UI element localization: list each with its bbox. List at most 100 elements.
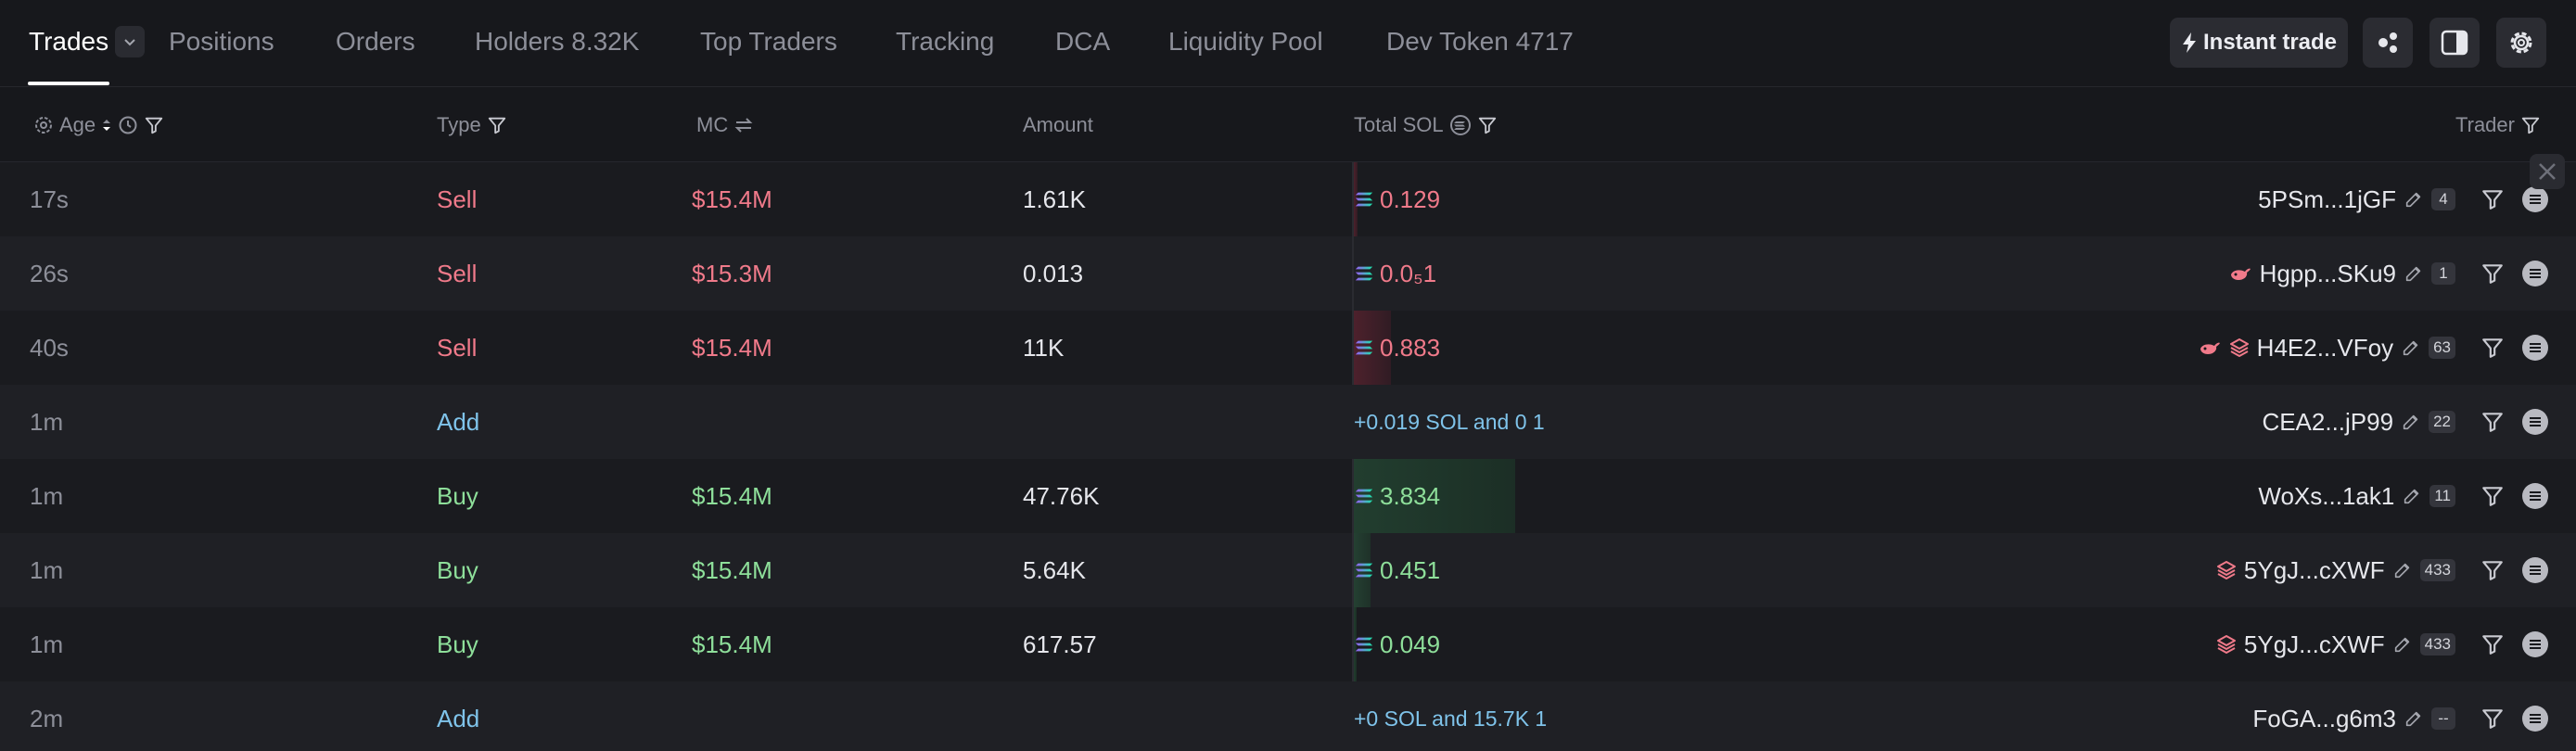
column-age-label: Age: [59, 113, 96, 136]
trader-address[interactable]: WoXs...1ak1: [2258, 481, 2395, 510]
trader-address[interactable]: FoGA...g6m3: [2252, 704, 2396, 732]
tab-positions[interactable]: Positions: [169, 27, 274, 56]
menu-icon[interactable]: [2522, 706, 2548, 732]
volume-bar: [1354, 607, 1357, 681]
filter-icon[interactable]: [144, 115, 164, 135]
instant-trade-button[interactable]: Instant trade: [2170, 18, 2348, 68]
age-cell: 17s: [30, 185, 69, 213]
menu-icon[interactable]: [2522, 186, 2548, 212]
filter-icon[interactable]: [2480, 706, 2505, 731]
solana-icon: [1354, 561, 1374, 579]
total-sol-cell: 0.0₅1: [1354, 236, 1436, 311]
table-row[interactable]: 40s Sell $15.4M 11K 0.883 H4E2...VFoy 63: [0, 311, 2576, 385]
table-row[interactable]: 17s Sell $15.4M 1.61K 0.129 5PSm...1jGF …: [0, 162, 2576, 236]
amount-cell: 0.013: [1023, 259, 1084, 287]
filter-icon[interactable]: [2480, 484, 2505, 508]
menu-icon[interactable]: [2522, 483, 2548, 509]
total-sol-value: 0.451: [1380, 555, 1441, 584]
edit-icon[interactable]: [2404, 708, 2424, 729]
total-sol-value: 0.049: [1380, 630, 1441, 658]
column-divider: [1352, 236, 1354, 311]
trade-count-badge: 63: [2429, 337, 2455, 359]
menu-icon[interactable]: [2522, 261, 2548, 286]
whale-icon: [2228, 263, 2252, 284]
type-cell: Buy: [437, 481, 478, 510]
menu-icon[interactable]: [2522, 335, 2548, 361]
filter-icon[interactable]: [2480, 558, 2505, 582]
table-row[interactable]: 1m Buy $15.4M 617.57 0.049 5YgJ...cXWF 4…: [0, 607, 2576, 681]
tab-trades[interactable]: Trades: [29, 27, 109, 56]
solana-icon: [1354, 264, 1374, 283]
edit-icon[interactable]: [2404, 263, 2424, 284]
age-cell: 1m: [30, 481, 64, 510]
tab-dca[interactable]: DCA: [1055, 27, 1111, 56]
clock-icon[interactable]: [118, 115, 138, 135]
filter-icon[interactable]: [487, 115, 507, 135]
layers-icon: [2216, 634, 2237, 655]
tab-top-traders[interactable]: Top Traders: [700, 27, 837, 56]
filter-icon[interactable]: [2520, 115, 2541, 135]
edit-icon[interactable]: [2392, 634, 2413, 655]
swap-icon[interactable]: [733, 115, 754, 135]
trader-cell: FoGA...g6m3 --: [2252, 681, 2455, 751]
edit-icon[interactable]: [2392, 560, 2413, 580]
column-mc-label: MC: [696, 113, 729, 136]
age-cell: 26s: [30, 259, 69, 287]
table-row[interactable]: 1m Buy $15.4M 47.76K 3.834 WoXs...1ak1 1…: [0, 459, 2576, 533]
tab-liquidity-pool[interactable]: Liquidity Pool: [1168, 27, 1323, 56]
trader-address[interactable]: H4E2...VFoy: [2256, 333, 2394, 362]
trade-count-badge: --: [2431, 707, 2455, 730]
filter-icon[interactable]: [2480, 632, 2505, 656]
settings-button[interactable]: [2496, 18, 2546, 68]
gear-icon[interactable]: [33, 115, 54, 135]
table-row[interactable]: 2m Add +0 SOL and 15.7K 1 FoGA...g6m3 --: [0, 681, 2576, 751]
column-mc: MC: [696, 88, 754, 162]
tab-holders[interactable]: Holders 8.32K: [475, 27, 640, 56]
total-sol-value: 0.0₅1: [1380, 259, 1437, 287]
tab-tracking[interactable]: Tracking: [896, 27, 995, 56]
trader-address[interactable]: Hgpp...SKu9: [2259, 259, 2396, 287]
trader-address[interactable]: CEA2...jP99: [2262, 407, 2394, 436]
table-row[interactable]: 1m Add +0.019 SOL and 0 1 CEA2...jP99 22: [0, 385, 2576, 459]
share-button[interactable]: [2363, 18, 2413, 68]
currency-toggle-icon[interactable]: [1449, 114, 1472, 136]
trade-count-badge: 433: [2419, 633, 2455, 656]
menu-icon[interactable]: [2522, 409, 2548, 435]
edit-icon[interactable]: [2401, 412, 2421, 432]
menu-icon[interactable]: [2522, 557, 2548, 583]
tab-dev-token[interactable]: Dev Token 4717: [1386, 27, 1574, 56]
table-row[interactable]: 1m Buy $15.4M 5.64K 0.451 5YgJ...cXWF 43…: [0, 533, 2576, 607]
x-icon[interactable]: [2530, 154, 2565, 189]
tab-trades-dropdown[interactable]: [115, 26, 145, 57]
filter-icon[interactable]: [1477, 115, 1498, 135]
volume-bar: [1354, 162, 1358, 236]
total-sol-value: 0.883: [1380, 333, 1441, 362]
tab-bar: Trades Positions Orders Holders 8.32K To…: [0, 0, 2576, 87]
panel-icon: [2441, 30, 2468, 56]
total-sol-cell: 0.129: [1354, 162, 1440, 236]
total-sol-cell: 3.834: [1354, 459, 1440, 533]
filter-icon[interactable]: [2480, 410, 2505, 434]
toggle-panel-button[interactable]: [2429, 18, 2480, 68]
mc-cell: $15.3M: [692, 259, 772, 287]
table-row[interactable]: 26s Sell $15.3M 0.013 0.0₅1 Hgpp...SKu9 …: [0, 236, 2576, 311]
trader-address[interactable]: 5YgJ...cXWF: [2243, 555, 2385, 584]
total-sol-value: 0.129: [1380, 185, 1441, 213]
total-sol-cell: +0 SOL and 15.7K 1: [1354, 706, 1548, 731]
filter-icon[interactable]: [2480, 187, 2505, 211]
trader-address[interactable]: 5YgJ...cXWF: [2243, 630, 2385, 658]
edit-icon[interactable]: [2404, 189, 2424, 210]
edit-icon[interactable]: [2402, 486, 2422, 506]
sort-icon[interactable]: [101, 115, 112, 135]
mc-cell: $15.4M: [692, 481, 772, 510]
tab-orders[interactable]: Orders: [336, 27, 415, 56]
filter-icon[interactable]: [2480, 336, 2505, 360]
edit-icon[interactable]: [2401, 337, 2421, 358]
trader-address[interactable]: 5PSm...1jGF: [2258, 185, 2396, 213]
filter-icon[interactable]: [2480, 261, 2505, 286]
amount-cell: 617.57: [1023, 630, 1097, 658]
trader-cell: 5PSm...1jGF 4: [2258, 162, 2455, 236]
menu-icon[interactable]: [2522, 631, 2548, 657]
type-cell: Sell: [437, 333, 478, 362]
